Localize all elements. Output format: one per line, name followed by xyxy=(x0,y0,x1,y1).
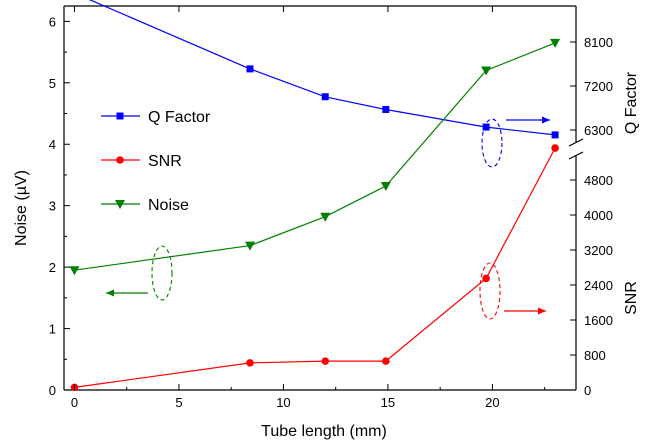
legend-swatch-marker xyxy=(116,156,124,164)
snr-y-tick-label: 2400 xyxy=(584,278,613,293)
snr-point xyxy=(482,275,490,283)
legend-item-snr: SNR xyxy=(101,153,182,170)
left-y-tick-label: 5 xyxy=(49,76,56,91)
x-tick-label: 0 xyxy=(71,395,78,410)
right-axis-title-snr: SNR xyxy=(623,281,640,315)
snr-y-tick-label: 0 xyxy=(584,383,591,398)
legend-swatch-marker xyxy=(117,113,124,120)
series-noise xyxy=(69,39,560,275)
noise-axis-ellipse xyxy=(152,246,172,300)
snr-y-tick-label: 4800 xyxy=(584,173,613,188)
series-layer xyxy=(69,0,560,391)
series-snr xyxy=(71,144,559,391)
noise-axis-arrow xyxy=(106,290,148,297)
legend-label: Q Factor xyxy=(148,109,211,126)
legend-label: SNR xyxy=(148,153,182,170)
noise-point xyxy=(381,182,391,191)
axis-annotations xyxy=(106,117,550,320)
q-factor-axis-arrow xyxy=(506,117,550,124)
snr-y-tick-label: 1600 xyxy=(584,313,613,328)
plot-frame xyxy=(64,6,583,390)
x-axis-title: Tube length (mm) xyxy=(261,423,387,440)
snr-point xyxy=(551,144,559,152)
snr-point xyxy=(321,357,329,365)
q-y-tick-label: 6300 xyxy=(584,123,613,138)
snr-point xyxy=(382,357,390,365)
left-y-tick-label: 6 xyxy=(49,14,56,29)
ticks: 0 5 10 15 20 0 1 2 3 4 5 6 0 800 1600 2400 3200 4000 4800 6… xyxy=(49,6,613,410)
x-tick-label: 10 xyxy=(276,395,290,410)
q-y-tick-label: 7200 xyxy=(584,79,613,94)
x-tick-label: 15 xyxy=(381,395,395,410)
snr-y-tick-label: 800 xyxy=(584,348,606,363)
q-factor-point xyxy=(483,124,490,131)
legend-item-noise: Noise xyxy=(101,197,189,214)
right-axis-title-q-factor: Q Factor xyxy=(623,71,640,134)
noise-point xyxy=(550,39,560,48)
legend: Q Factor SNR Noise xyxy=(101,109,211,214)
left-y-tick-label: 1 xyxy=(49,322,56,337)
q-factor-point xyxy=(246,65,253,72)
snr-point xyxy=(246,359,254,367)
noise-point xyxy=(69,266,79,275)
snr-y-tick-label: 3200 xyxy=(584,243,613,258)
x-tick-label: 5 xyxy=(175,395,182,410)
q-y-tick-label: 8100 xyxy=(584,35,613,50)
left-y-tick-label: 4 xyxy=(49,137,56,152)
q-factor-point xyxy=(382,106,389,113)
x-tick-label: 20 xyxy=(485,395,499,410)
legend-label: Noise xyxy=(148,197,189,214)
q-factor-point xyxy=(552,131,559,138)
legend-item-q-factor: Q Factor xyxy=(101,109,211,126)
axis-titles: Tube length (mm) Noise (µV) Q Factor SNR xyxy=(13,71,640,440)
left-y-tick-label: 2 xyxy=(49,260,56,275)
snr-line xyxy=(74,148,555,387)
noise-line xyxy=(74,43,555,270)
snr-y-tick-label: 4000 xyxy=(584,208,613,223)
q-factor-point xyxy=(322,93,329,100)
left-axis-title: Noise (µV) xyxy=(13,170,30,246)
noise-point xyxy=(320,213,330,222)
left-y-tick-label: 0 xyxy=(49,383,56,398)
left-y-tick-label: 3 xyxy=(49,199,56,214)
snr-axis-arrow xyxy=(504,308,546,315)
